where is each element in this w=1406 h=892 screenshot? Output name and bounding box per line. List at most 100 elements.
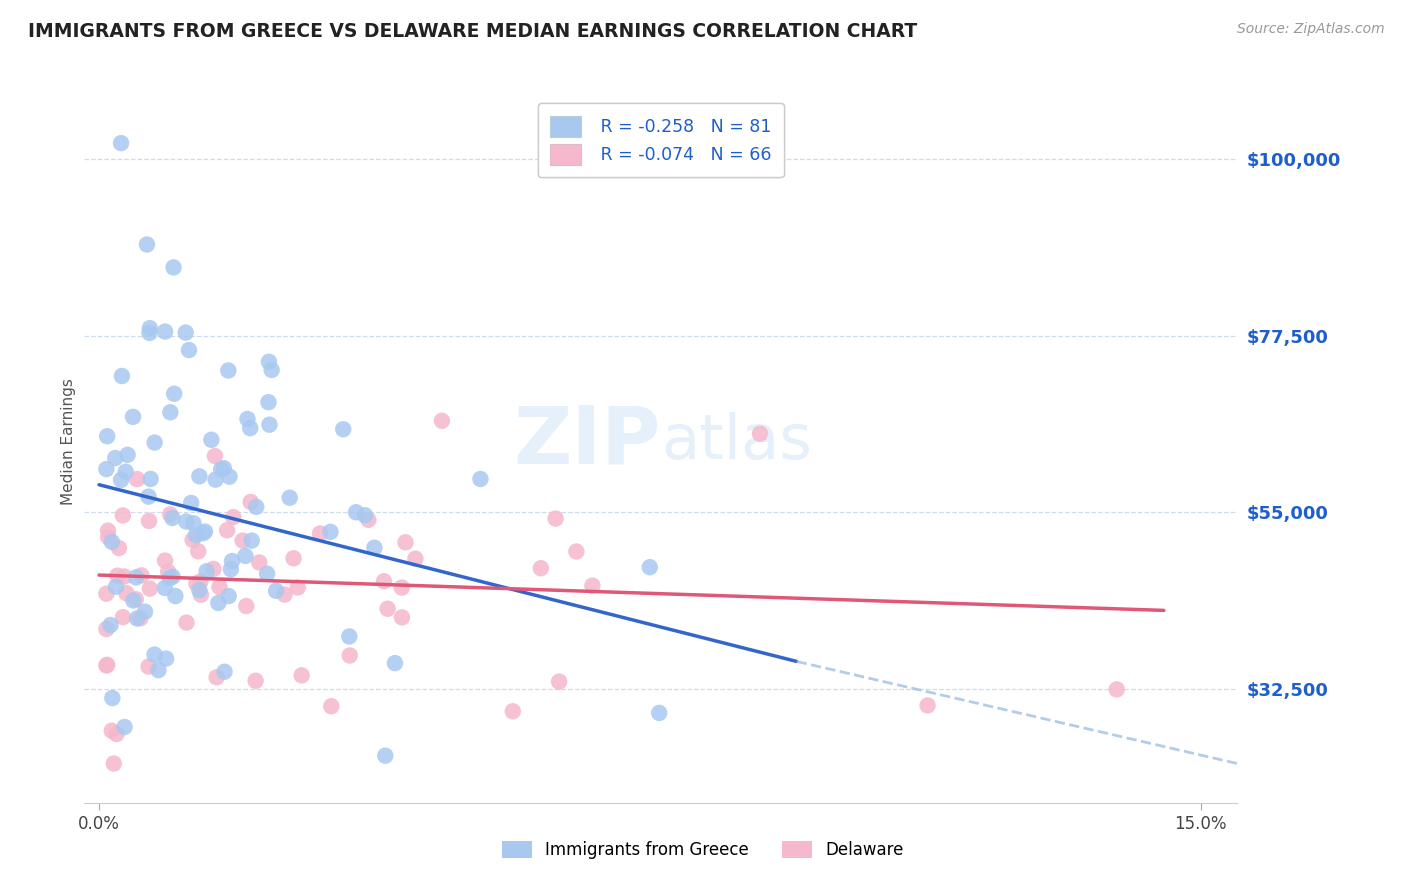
Text: Source: ZipAtlas.com: Source: ZipAtlas.com	[1237, 22, 1385, 37]
Point	[391, 610, 413, 624]
Point	[176, 615, 198, 630]
Point	[183, 516, 205, 531]
Point	[186, 576, 208, 591]
Point	[190, 588, 212, 602]
Point	[110, 473, 132, 487]
Point	[187, 544, 209, 558]
Point	[278, 491, 301, 505]
Point	[96, 462, 118, 476]
Point	[638, 560, 661, 574]
Point	[581, 579, 603, 593]
Point	[122, 409, 145, 424]
Point	[548, 674, 571, 689]
Point	[240, 533, 263, 548]
Point	[749, 426, 772, 441]
Point	[259, 417, 281, 432]
Point	[97, 524, 120, 538]
Point	[1105, 682, 1128, 697]
Point	[212, 461, 235, 475]
Point	[394, 535, 416, 549]
Point	[96, 622, 118, 636]
Point	[114, 465, 136, 479]
Point	[125, 472, 148, 486]
Point	[138, 659, 160, 673]
Point	[162, 511, 184, 525]
Point	[100, 723, 122, 738]
Point	[245, 500, 267, 514]
Point	[217, 523, 239, 537]
Point	[159, 508, 181, 522]
Point	[217, 363, 239, 377]
Point	[155, 651, 177, 665]
Point	[105, 727, 128, 741]
Point	[117, 448, 139, 462]
Point	[247, 556, 270, 570]
Point	[232, 533, 254, 548]
Point	[177, 343, 200, 357]
Point	[181, 533, 204, 547]
Legend: Immigrants from Greece, Delaware: Immigrants from Greece, Delaware	[495, 834, 911, 866]
Point	[430, 414, 453, 428]
Point	[188, 469, 211, 483]
Point	[162, 260, 184, 275]
Point	[205, 670, 228, 684]
Point	[344, 505, 367, 519]
Point	[180, 496, 202, 510]
Point	[502, 704, 524, 718]
Point	[139, 472, 162, 486]
Point	[648, 706, 671, 720]
Point	[105, 580, 128, 594]
Point	[530, 561, 553, 575]
Point	[287, 581, 309, 595]
Point	[207, 596, 229, 610]
Point	[143, 648, 166, 662]
Point	[239, 495, 262, 509]
Point	[138, 490, 160, 504]
Point	[204, 449, 226, 463]
Point	[235, 599, 257, 613]
Point	[103, 756, 125, 771]
Point	[332, 422, 354, 436]
Point	[363, 541, 385, 555]
Point	[221, 554, 243, 568]
Point	[256, 566, 278, 581]
Point	[153, 553, 176, 567]
Point	[159, 571, 181, 585]
Point	[108, 541, 131, 555]
Point	[236, 412, 259, 426]
Point	[138, 514, 160, 528]
Point	[96, 587, 118, 601]
Point	[208, 580, 231, 594]
Point	[174, 326, 197, 340]
Point	[153, 325, 176, 339]
Point	[917, 698, 939, 713]
Point	[373, 574, 395, 589]
Point	[157, 565, 180, 579]
Point	[273, 587, 295, 601]
Point	[264, 583, 287, 598]
Point	[309, 526, 332, 541]
Point	[260, 363, 283, 377]
Point	[391, 581, 413, 595]
Point	[134, 605, 156, 619]
Point	[139, 321, 162, 335]
Point	[184, 528, 207, 542]
Point	[96, 657, 118, 672]
Point	[114, 720, 136, 734]
Point	[111, 508, 134, 523]
Point	[404, 551, 426, 566]
Point	[96, 658, 118, 673]
Text: ZIP: ZIP	[513, 402, 661, 481]
Text: IMMIGRANTS FROM GREECE VS DELAWARE MEDIAN EARNINGS CORRELATION CHART: IMMIGRANTS FROM GREECE VS DELAWARE MEDIA…	[28, 22, 917, 41]
Point	[174, 515, 197, 529]
Point	[191, 526, 214, 541]
Point	[143, 435, 166, 450]
Point	[218, 589, 240, 603]
Point	[138, 326, 160, 340]
Point	[165, 589, 187, 603]
Point	[159, 405, 181, 419]
Point	[357, 513, 380, 527]
Point	[544, 511, 567, 525]
Point	[209, 462, 232, 476]
Point	[129, 611, 152, 625]
